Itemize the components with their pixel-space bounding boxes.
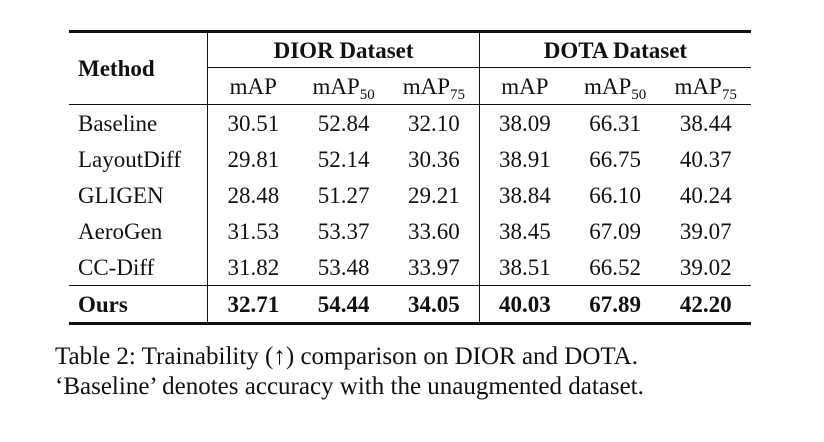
method-column-header: Method <box>69 30 209 105</box>
method-cell: Ours <box>69 285 209 325</box>
table-cell: 32.71 <box>207 285 299 325</box>
table-cell: 30.51 <box>207 104 299 141</box>
metric-header: mAP75 <box>388 67 480 105</box>
table-cell: 38.44 <box>660 104 751 141</box>
table-cell: 53.48 <box>317 254 370 280</box>
table-cell: 38.51 <box>498 254 551 280</box>
table-cell: 66.75 <box>589 146 641 172</box>
table-row: Baseline 30.51 52.84 32.10 38.09 66.31 3… <box>69 104 751 141</box>
table-cell: 67.89 <box>569 285 661 325</box>
table-cell: 32.10 <box>388 104 480 141</box>
caption-line-2: ‘Baseline’ denotes accuracy with the una… <box>55 373 644 400</box>
table-row-ours: Ours 32.71 54.44 34.05 40.03 67.89 42.20 <box>69 285 751 325</box>
table-cell: 54.44 <box>298 285 389 325</box>
results-table-container: Method DIOR Dataset DOTA Dataset mAP mAP… <box>69 30 751 325</box>
table-row: CC-Diff 31.82 53.48 33.97 38.51 66.52 39… <box>69 249 751 286</box>
table-header-metric-row: mAP mAP50 mAP75 mAP mAP50 mAP75 <box>69 67 751 105</box>
method-cell: GLIGEN <box>69 177 209 213</box>
table-cell: 66.52 <box>589 254 641 280</box>
results-table: Method DIOR Dataset DOTA Dataset mAP mAP… <box>69 30 751 325</box>
table-cell: 29.21 <box>388 177 480 213</box>
method-cell: LayoutDiff <box>69 141 209 177</box>
table-cell: 52.84 <box>298 104 389 141</box>
method-cell: CC-Diff <box>69 249 209 286</box>
table-row: LayoutDiff 29.81 52.14 30.36 38.91 66.75… <box>69 141 751 177</box>
table-cell: 39.07 <box>679 218 732 244</box>
table-cell: 38.09 <box>479 104 570 141</box>
table-cell: 38.84 <box>498 182 551 208</box>
table-cell: 51.27 <box>317 182 370 208</box>
caption-line-1: Table 2: Trainability (↑) comparison on … <box>55 343 638 370</box>
table-cell: 40.24 <box>679 182 732 208</box>
table-cell: 42.20 <box>660 285 751 325</box>
table-cell: 66.31 <box>569 104 661 141</box>
table-cell: 34.05 <box>388 285 480 325</box>
table-cell: 38.45 <box>498 218 551 244</box>
method-cell: AeroGen <box>69 213 209 249</box>
dior-dataset-header: DIOR Dataset <box>207 30 480 68</box>
metric-header: mAP50 <box>583 73 647 103</box>
table-cell: 39.02 <box>679 254 732 280</box>
table-cell: 30.36 <box>388 141 480 177</box>
table-header-group-row: Method DIOR Dataset DOTA Dataset <box>69 30 751 105</box>
metric-header: mAP <box>229 73 277 99</box>
table-cell: 66.10 <box>589 182 641 208</box>
table-caption: Table 2: Trainability (↑) comparison on … <box>55 342 775 402</box>
method-cell: Baseline <box>69 104 209 141</box>
table-cell: 40.03 <box>479 285 570 325</box>
table-cell: 67.09 <box>589 218 641 244</box>
table-cell: 40.37 <box>679 146 732 172</box>
metric-header: mAP50 <box>312 73 375 103</box>
table-cell: 33.60 <box>388 213 480 249</box>
metric-header: mAP <box>501 73 549 99</box>
table-cell: 29.81 <box>227 146 280 172</box>
table-cell: 33.97 <box>388 249 480 286</box>
table-row: GLIGEN 28.48 51.27 29.21 38.84 66.10 40.… <box>69 177 751 213</box>
metric-header: mAP75 <box>674 73 737 103</box>
table-cell: 31.53 <box>227 218 280 244</box>
table-cell: 31.82 <box>227 254 280 280</box>
table-cell: 52.14 <box>317 146 370 172</box>
dota-dataset-header: DOTA Dataset <box>479 30 751 68</box>
table-row: AeroGen 31.53 53.37 33.60 38.45 67.09 39… <box>69 213 751 249</box>
table-cell: 53.37 <box>317 218 370 244</box>
table-cell: 28.48 <box>227 182 280 208</box>
table-cell: 38.91 <box>498 146 551 172</box>
